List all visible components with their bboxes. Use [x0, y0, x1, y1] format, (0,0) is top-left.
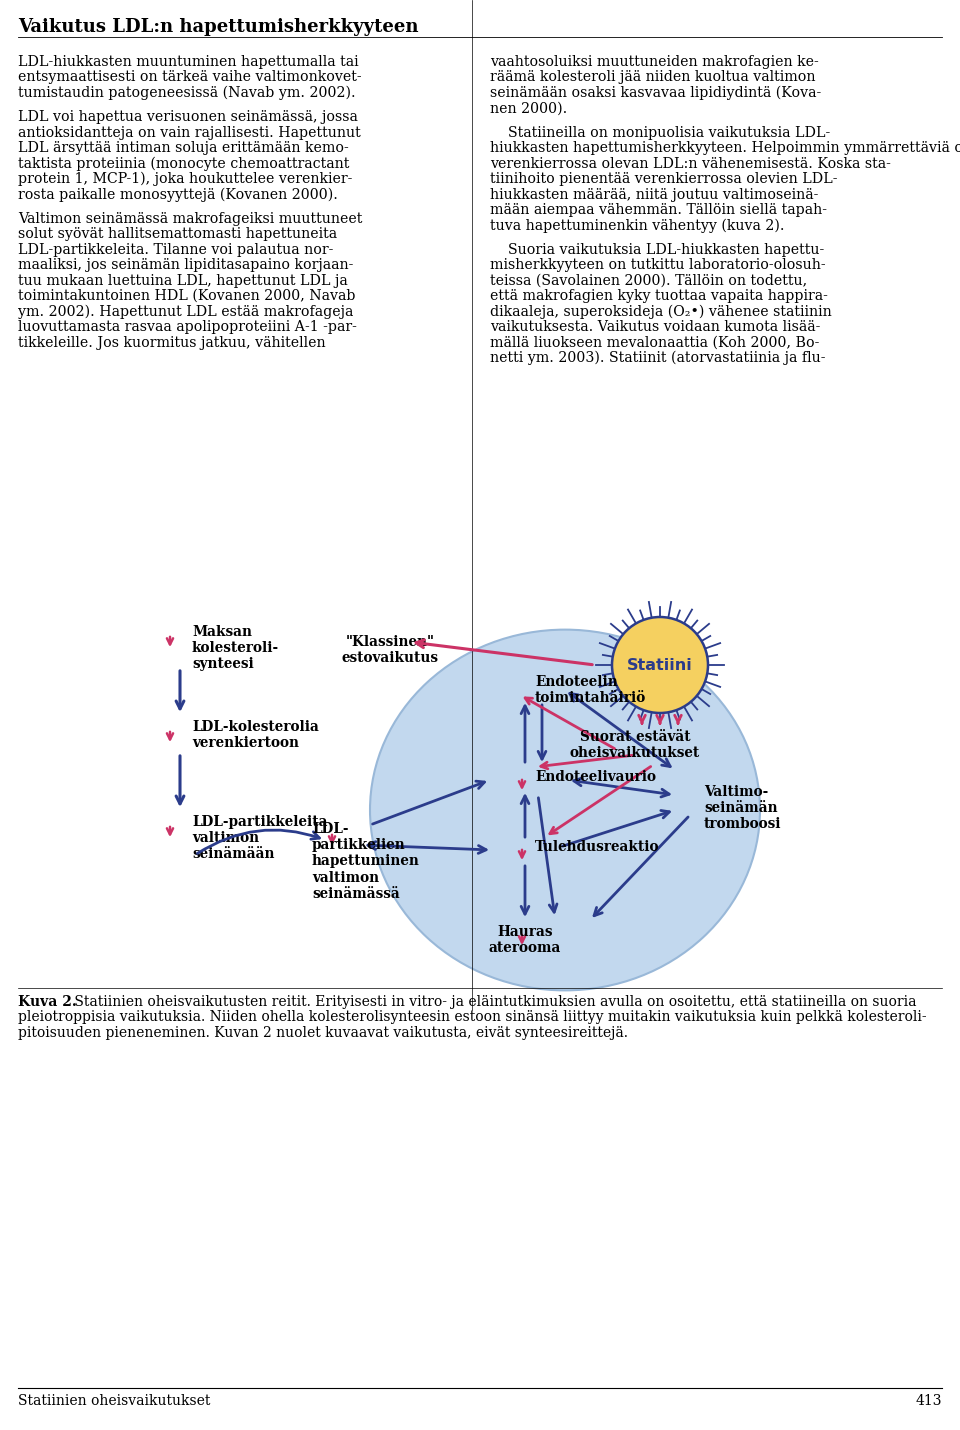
Text: Statiinien oheisvaikutusten reitit. Erityisesti in vitro- ja eläintutkimuksien a: Statiinien oheisvaikutusten reitit. Erit… [70, 995, 917, 1010]
Text: tiinihoito pienentää verenkierrossa olevien LDL-: tiinihoito pienentää verenkierrossa olev… [490, 172, 837, 186]
Text: hiukkasten määrää, niitä joutuu valtimoseinä-: hiukkasten määrää, niitä joutuu valtimos… [490, 187, 818, 202]
Text: räämä kolesteroli jää niiden kuoltua valtimon: räämä kolesteroli jää niiden kuoltua val… [490, 70, 815, 84]
Text: Tulehdusreaktio: Tulehdusreaktio [535, 839, 660, 854]
Text: tikkeleille. Jos kuormitus jatkuu, vähitellen: tikkeleille. Jos kuormitus jatkuu, vähit… [18, 336, 325, 349]
Text: Suoria vaikutuksia LDL-hiukkasten hapettu-: Suoria vaikutuksia LDL-hiukkasten hapett… [490, 243, 825, 256]
Text: tuva hapettuminenkin vähentyy (kuva 2).: tuva hapettuminenkin vähentyy (kuva 2). [490, 219, 784, 233]
Text: LDL voi hapettua verisuonen seinämässä, jossa: LDL voi hapettua verisuonen seinämässä, … [18, 110, 358, 124]
Text: Hauras
aterooma: Hauras aterooma [489, 925, 562, 955]
Text: Valtimon seinämässä makrofageiksi muuttuneet: Valtimon seinämässä makrofageiksi muuttu… [18, 212, 362, 226]
Text: 413: 413 [916, 1394, 942, 1409]
Text: antioksidantteja on vain rajallisesti. Hapettunut: antioksidantteja on vain rajallisesti. H… [18, 126, 361, 140]
Text: nen 2000).: nen 2000). [490, 102, 567, 116]
Text: toimintakuntoinen HDL (Kovanen 2000, Navab: toimintakuntoinen HDL (Kovanen 2000, Nav… [18, 289, 355, 303]
Text: taktista proteiinia (monocyte chemoattractant: taktista proteiinia (monocyte chemoattra… [18, 156, 349, 172]
Text: Vaikutus LDL:n hapettumisherkkyyteen: Vaikutus LDL:n hapettumisherkkyyteen [18, 19, 419, 36]
Text: mään aiempaa vähemmän. Tällöin siellä tapah-: mään aiempaa vähemmän. Tällöin siellä ta… [490, 203, 827, 217]
Text: teissa (Savolainen 2000). Tällöin on todettu,: teissa (Savolainen 2000). Tällöin on tod… [490, 273, 807, 287]
Text: vaahtosoluiksi muuttuneiden makrofagien ke-: vaahtosoluiksi muuttuneiden makrofagien … [490, 54, 819, 69]
Circle shape [612, 616, 708, 714]
Text: verenkierrossa olevan LDL:n vähenemisestä. Koska sta-: verenkierrossa olevan LDL:n vähenemisest… [490, 156, 891, 170]
Text: että makrofagien kyky tuottaa vapaita happira-: että makrofagien kyky tuottaa vapaita ha… [490, 289, 828, 303]
Text: LDL-
partikkelien
hapettuminen
valtimon
seinämässä: LDL- partikkelien hapettuminen valtimon … [312, 822, 420, 901]
Text: Statiineilla on monipuolisia vaikutuksia LDL-: Statiineilla on monipuolisia vaikutuksia… [490, 126, 830, 140]
Text: luovuttamasta rasvaa apolipoproteiini A-1 -par-: luovuttamasta rasvaa apolipoproteiini A-… [18, 320, 357, 335]
Text: entsymaattisesti on tärkeä vaihe valtimonkovet-: entsymaattisesti on tärkeä vaihe valtimo… [18, 70, 362, 84]
Text: ym. 2002). Hapettunut LDL estää makrofageja: ym. 2002). Hapettunut LDL estää makrofag… [18, 305, 353, 319]
Text: tuu mukaan luettuina LDL, hapettunut LDL ja: tuu mukaan luettuina LDL, hapettunut LDL… [18, 273, 348, 287]
Text: Statiini: Statiini [627, 658, 693, 672]
Text: Endoteelivaurio: Endoteelivaurio [535, 769, 656, 784]
Text: netti ym. 2003). Statiinit (atorvastatiinia ja flu-: netti ym. 2003). Statiinit (atorvastatii… [490, 350, 826, 366]
Text: Kuva 2.: Kuva 2. [18, 995, 77, 1010]
Text: LDL ärsyttää intiman soluja erittämään kemo-: LDL ärsyttää intiman soluja erittämään k… [18, 142, 348, 154]
Text: protein 1, MCP-1), joka houkuttelee verenkier-: protein 1, MCP-1), joka houkuttelee vere… [18, 172, 352, 186]
Text: rosta paikalle monosyyttejä (Kovanen 2000).: rosta paikalle monosyyttejä (Kovanen 200… [18, 187, 338, 202]
Text: solut syövät hallitsemattomasti hapettuneita: solut syövät hallitsemattomasti hapettun… [18, 227, 337, 242]
Text: maaliksi, jos seinämän lipiditasapaino korjaan-: maaliksi, jos seinämän lipiditasapaino k… [18, 257, 353, 272]
Text: Valtimo-
seinämän
tromboosi: Valtimo- seinämän tromboosi [704, 785, 781, 831]
Text: LDL-partikkeleita
valtimon
seinämään: LDL-partikkeleita valtimon seinämään [192, 815, 327, 861]
Text: Endoteelin
toimintahäiriö: Endoteelin toimintahäiriö [535, 675, 646, 705]
Text: "Klassinen"
estovaikutus: "Klassinen" estovaikutus [342, 635, 439, 665]
Text: LDL-partikkeleita. Tilanne voi palautua nor-: LDL-partikkeleita. Tilanne voi palautua … [18, 243, 333, 256]
Text: Statiinien oheisvaikutukset: Statiinien oheisvaikutukset [18, 1394, 210, 1409]
Text: mällä liuokseen mevalonaattia (Koh 2000, Bo-: mällä liuokseen mevalonaattia (Koh 2000,… [490, 336, 820, 349]
Ellipse shape [370, 629, 760, 991]
Text: pleiotroppisia vaikutuksia. Niiden ohella kolesterolisynteesin estoon sinänsä li: pleiotroppisia vaikutuksia. Niiden ohell… [18, 1011, 926, 1024]
Text: tumistaudin patogeneesissä (Navab ym. 2002).: tumistaudin patogeneesissä (Navab ym. 20… [18, 86, 355, 100]
Text: Maksan
kolesteroli-
synteesi: Maksan kolesteroli- synteesi [192, 625, 279, 672]
Text: vaikutuksesta. Vaikutus voidaan kumota lisää-: vaikutuksesta. Vaikutus voidaan kumota l… [490, 320, 821, 335]
Text: dikaaleja, superoksideja (O₂•) vähenee statiinin: dikaaleja, superoksideja (O₂•) vähenee s… [490, 305, 831, 319]
Text: hiukkasten hapettumisherkkyyteen. Helpoimmin ymmärrettäviä ovat seuraukset: hiukkasten hapettumisherkkyyteen. Helpoi… [490, 142, 960, 154]
Text: LDL-hiukkasten muuntuminen hapettumalla tai: LDL-hiukkasten muuntuminen hapettumalla … [18, 54, 359, 69]
Text: Suorat estävät
oheisvaikutukset: Suorat estävät oheisvaikutukset [570, 729, 700, 761]
Text: pitoisuuden pieneneminen. Kuvan 2 nuolet kuvaavat vaikutusta, eivät synteesireit: pitoisuuden pieneneminen. Kuvan 2 nuolet… [18, 1025, 628, 1040]
Text: seinämään osaksi kasvavaa lipidiydintä (Kova-: seinämään osaksi kasvavaa lipidiydintä (… [490, 86, 821, 100]
Text: LDL-kolesterolia
verenkiertoon: LDL-kolesterolia verenkiertoon [192, 719, 319, 751]
Text: misherkkyyteen on tutkittu laboratorio-olosuh-: misherkkyyteen on tutkittu laboratorio-o… [490, 257, 826, 272]
